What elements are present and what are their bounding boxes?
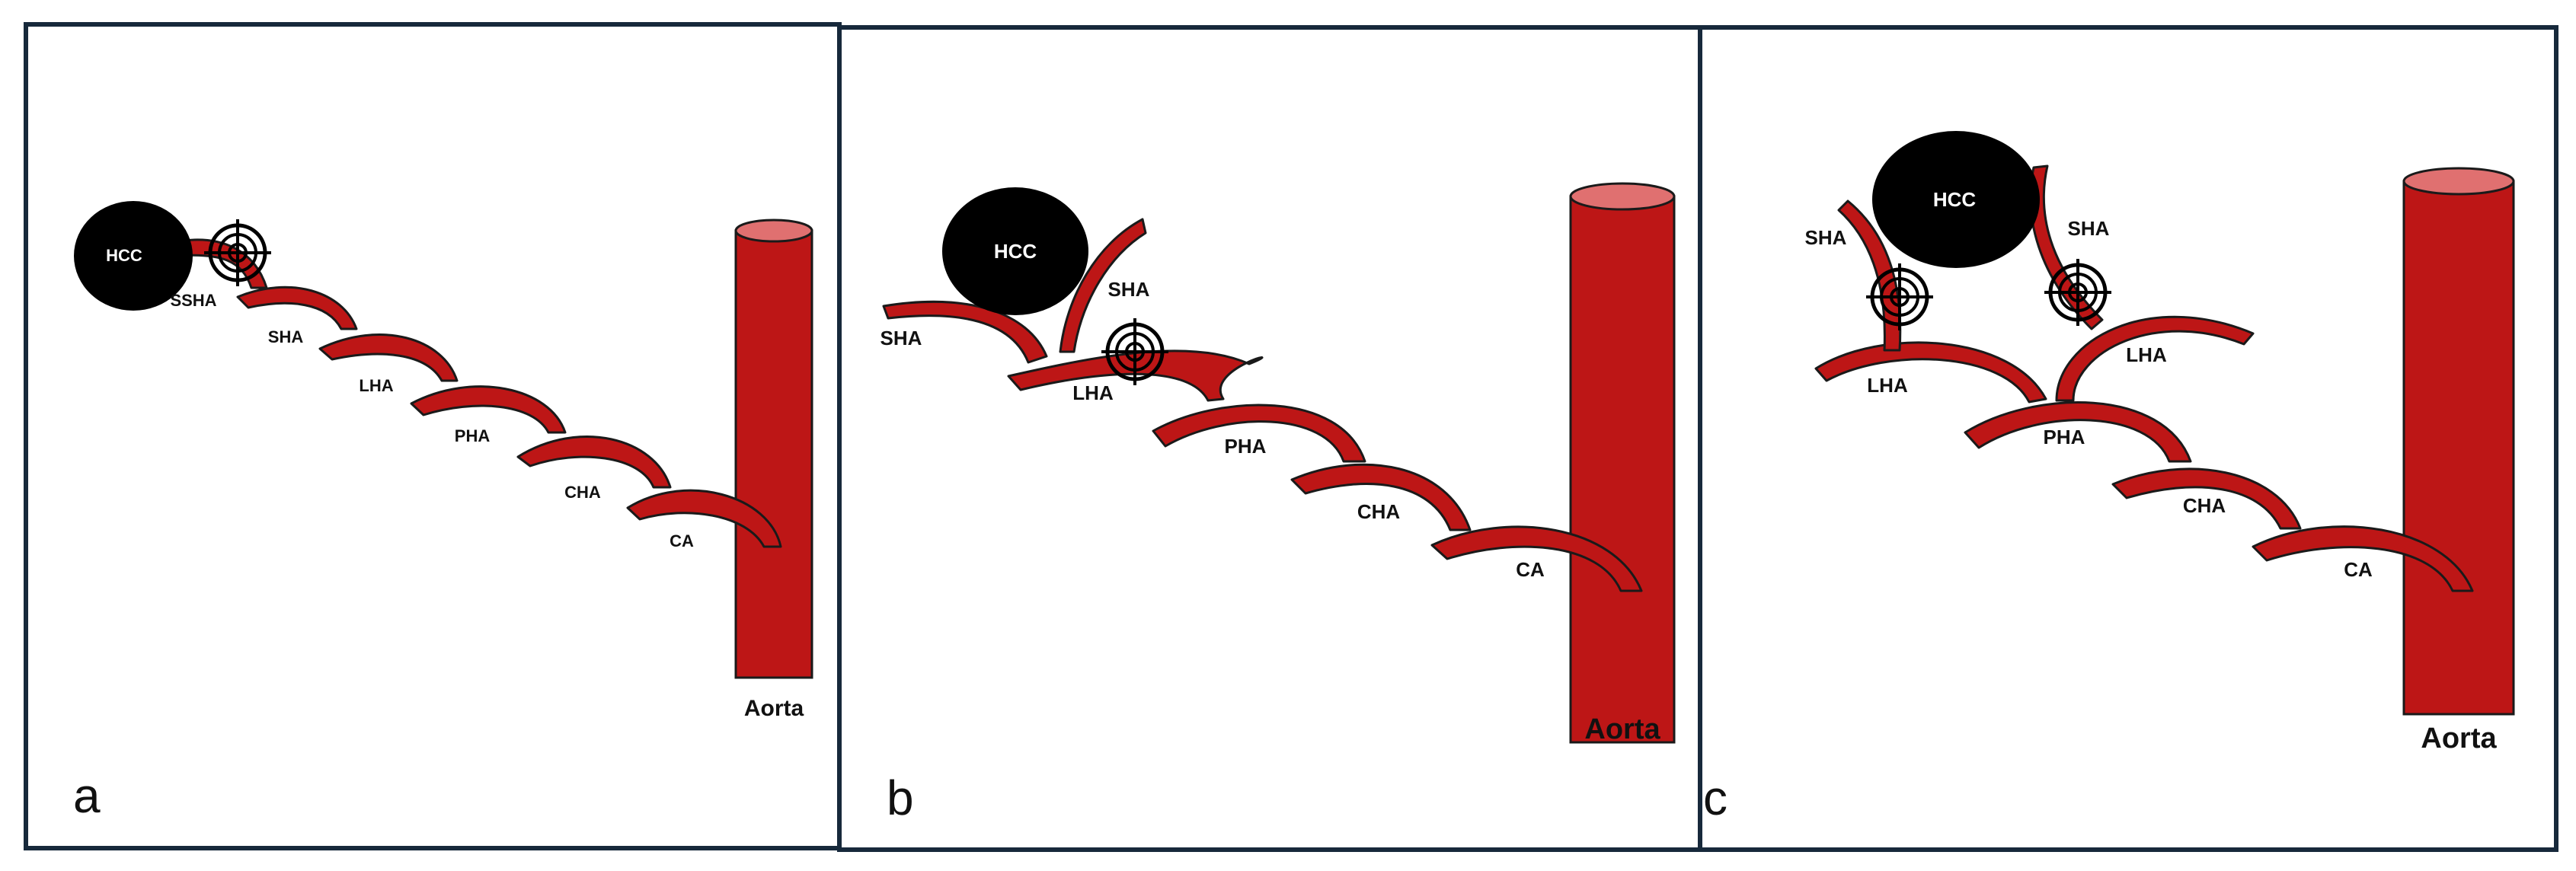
panel-b-hcc-label: HCC <box>994 240 1037 263</box>
panel-a-aorta-top <box>734 219 813 243</box>
crosshair-target-icon <box>1101 318 1168 385</box>
panel-c-tumor: HCC <box>1872 131 2040 268</box>
panel-b-tumor: HCC <box>942 187 1088 315</box>
panel-c-ca-vessel <box>2252 525 2474 592</box>
panel-a-label-aorta: Aorta <box>744 696 804 721</box>
panel-a-label-ssha: SSHA <box>170 291 216 310</box>
panel-a-label-ca: CA <box>670 531 694 550</box>
panel-c-artery-chain <box>1814 164 2474 592</box>
panel-c-aorta-top <box>2402 167 2515 196</box>
panel-c-letter: c <box>1703 770 1727 825</box>
panel-a-label-pha: PHA <box>455 426 491 445</box>
panel-b-aorta-top <box>1569 182 1676 211</box>
panel-a-cha-vessel <box>516 436 672 489</box>
panel-a-pha-vessel <box>410 385 567 434</box>
panel-a-tumor: HCC <box>74 201 193 311</box>
panel-c-lha-right-vessel <box>2055 315 2255 402</box>
panel-c-label-ca: CA <box>2344 558 2373 581</box>
panel-c-label-lha-left: LHA <box>1867 374 1908 397</box>
crosshair-target-icon <box>1866 263 1933 330</box>
panel-c-label-aorta: Aorta <box>2421 723 2497 755</box>
panel-c-aorta-body <box>2402 180 2515 716</box>
panel-b-label-sha-right: SHA <box>1108 278 1150 301</box>
panel-a-label-lha: LHA <box>359 376 393 395</box>
panel-b-cha-vessel <box>1290 463 1472 531</box>
panel-c-label-sha-left: SHA <box>1805 226 1847 249</box>
panel-b-label-sha-left: SHA <box>881 327 922 349</box>
panel-a-sha-vessel <box>236 286 358 330</box>
panel-b-sha-left-vessel <box>882 300 1048 364</box>
panel-b-label-ca: CA <box>1516 558 1545 581</box>
panel-a-letter: a <box>73 768 101 823</box>
panel-a-hcc-label: HCC <box>106 246 142 265</box>
panel-c-hcc-label: HCC <box>1933 188 1977 211</box>
panel-c-hcc-circle <box>1872 131 2040 268</box>
panel-a-hcc-circle <box>74 201 193 311</box>
panel-b-sha-right-vessel <box>1059 218 1147 353</box>
panel-c-cha-vessel <box>2111 467 2302 530</box>
crosshair-target-icon <box>204 219 271 286</box>
panel-b-lha-vessel <box>1007 349 1264 402</box>
panel-c-aorta <box>2402 167 2515 716</box>
panel-b-aorta <box>1569 182 1676 744</box>
panel-b-label-aorta: Aorta <box>1584 713 1660 745</box>
panel-b-artery-chain <box>882 218 1643 592</box>
panel-a-lha-vessel <box>318 333 459 382</box>
panel-a-ca-vessel <box>626 489 782 548</box>
panel-a: HCC SSHA SHA LHA PHA CHA CA Aorta a <box>24 22 842 850</box>
panel-a-aorta <box>734 219 813 679</box>
panel-b-pha-vessel <box>1152 404 1366 463</box>
panel-c: HCC SHA SHA LHA LHA PHA CHA CA Aorta c <box>1698 25 2558 852</box>
panel-c-sha-left-vessel <box>1837 199 1902 352</box>
panel-b-letter: b <box>887 770 914 825</box>
panel-a-ssha-vessel <box>172 238 268 289</box>
panel-a-label-cha: CHA <box>564 483 601 502</box>
panel-c-label-sha-right: SHA <box>2068 217 2110 240</box>
panel-c-label-lha-right: LHA <box>2126 343 2167 366</box>
panel-b-label-pha: PHA <box>1225 435 1267 458</box>
panel-a-artery-chain <box>172 238 782 548</box>
crosshair-target-icon <box>2044 259 2111 326</box>
panel-c-label-cha: CHA <box>2183 494 2226 517</box>
panel-a-aorta-body <box>734 229 813 679</box>
panel-a-label-sha: SHA <box>268 327 304 346</box>
panel-c-label-pha: PHA <box>2044 426 2085 448</box>
panel-c-pha-vessel <box>1964 401 2192 463</box>
panel-b-aorta-body <box>1569 195 1676 744</box>
panel-b-ca-vessel <box>1430 525 1643 592</box>
panel-b-label-lha: LHA <box>1072 381 1114 404</box>
panel-b-hcc-circle <box>942 187 1088 315</box>
panel-b: HCC SHA SHA LHA PHA CHA CA Aorta b <box>837 25 1702 852</box>
panel-b-label-cha: CHA <box>1357 500 1401 523</box>
panel-c-frame <box>1698 25 2558 852</box>
